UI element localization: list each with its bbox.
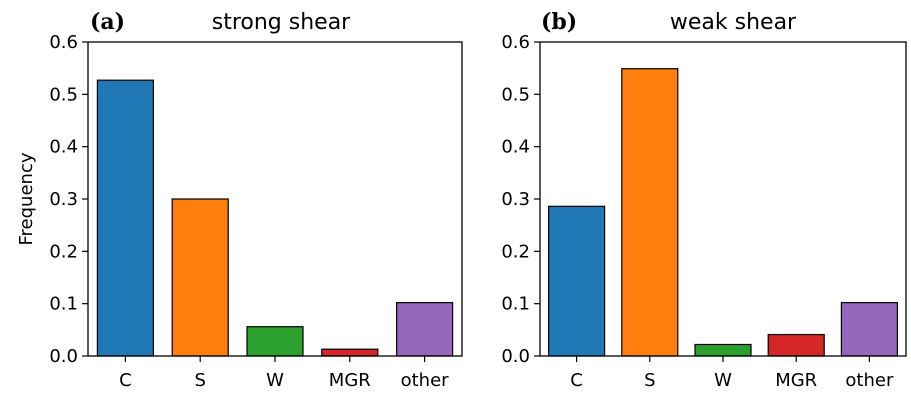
- panel-a-xtick-label: C: [119, 370, 132, 391]
- panel-b-label: (b): [541, 9, 577, 35]
- panel-b-ytick-label: 0.1: [501, 294, 530, 315]
- panel-a-frame: [87, 41, 463, 357]
- panel-a-bar-s: [171, 198, 229, 357]
- panel-a-xtick-label: MGR: [329, 370, 371, 391]
- panel-b-ytick-label: 0.2: [501, 241, 530, 262]
- panel-a-ytick-label: 0.6: [49, 32, 78, 53]
- panel-a-ytick-label: 0.4: [49, 137, 78, 158]
- panel-b-xtick-label: C: [570, 370, 583, 391]
- panel-a-ylabel: Frequency: [16, 152, 37, 245]
- panel-b-ytick-label: 0.0: [501, 346, 530, 367]
- panel-b-bar-mgr: [767, 333, 825, 357]
- panel-b-bars: [547, 68, 899, 357]
- panel-b-bar-c: [547, 205, 606, 357]
- panel-b: (b) weak shear 0.0 0.1 0.2 0.3 0.4 0.5 0.6 C S W M…: [501, 9, 907, 391]
- panel-a-ticks: 0.0 0.1 0.2 0.3 0.4 0.5 0.6 C S W MGR other: [49, 32, 449, 391]
- panel-a: (a) strong shear Frequency 0.00.10.20.30…: [16, 9, 463, 391]
- panel-a-ytick-label: 0.3: [49, 189, 78, 210]
- panel-b-ytick-label: 0.3: [501, 189, 530, 210]
- panel-a-xtick-label: W: [266, 370, 284, 391]
- panel-a-ytick-label: 0.5: [49, 84, 78, 105]
- panel-b-bar-s: [621, 68, 679, 357]
- panel-a-xtick-label: other: [401, 370, 450, 391]
- panel-a-bars: [96, 79, 454, 357]
- panel-a-title: strong shear: [212, 10, 351, 35]
- panel-a-bar-c: [96, 79, 155, 357]
- panel-b-ticks: 0.0 0.1 0.2 0.3 0.4 0.5 0.6 C S W MGR other: [501, 32, 894, 391]
- panel-b-frame: [539, 41, 907, 357]
- panel-b-xtick-label: other: [845, 370, 894, 391]
- panel-a-ytick-label: 0.2: [49, 241, 78, 262]
- panel-a-bar-w: [246, 326, 304, 357]
- panel-a-label: (a): [90, 9, 125, 35]
- panel-a-bar-mgr: [321, 348, 379, 357]
- panel-a-ytick-label: 0.0: [49, 346, 78, 367]
- panel-b-ytick-label: 0.4: [501, 137, 530, 158]
- panel-b-bar-w: [694, 343, 752, 357]
- panel-b-title: weak shear: [670, 10, 797, 35]
- panel-b-xtick-label: S: [644, 370, 655, 391]
- panel-a-bar-other: [396, 302, 454, 357]
- panel-a-ytick-label: 0.1: [49, 294, 78, 315]
- panel-b-ytick-label: 0.5: [501, 84, 530, 105]
- panel-b-bar-other: [840, 302, 899, 357]
- panel-a-xtick-label: S: [194, 370, 205, 391]
- panel-b-xtick-label: W: [714, 370, 732, 391]
- panel-b-ytick-label: 0.6: [501, 32, 530, 53]
- panel-b-xtick-label: MGR: [775, 370, 817, 391]
